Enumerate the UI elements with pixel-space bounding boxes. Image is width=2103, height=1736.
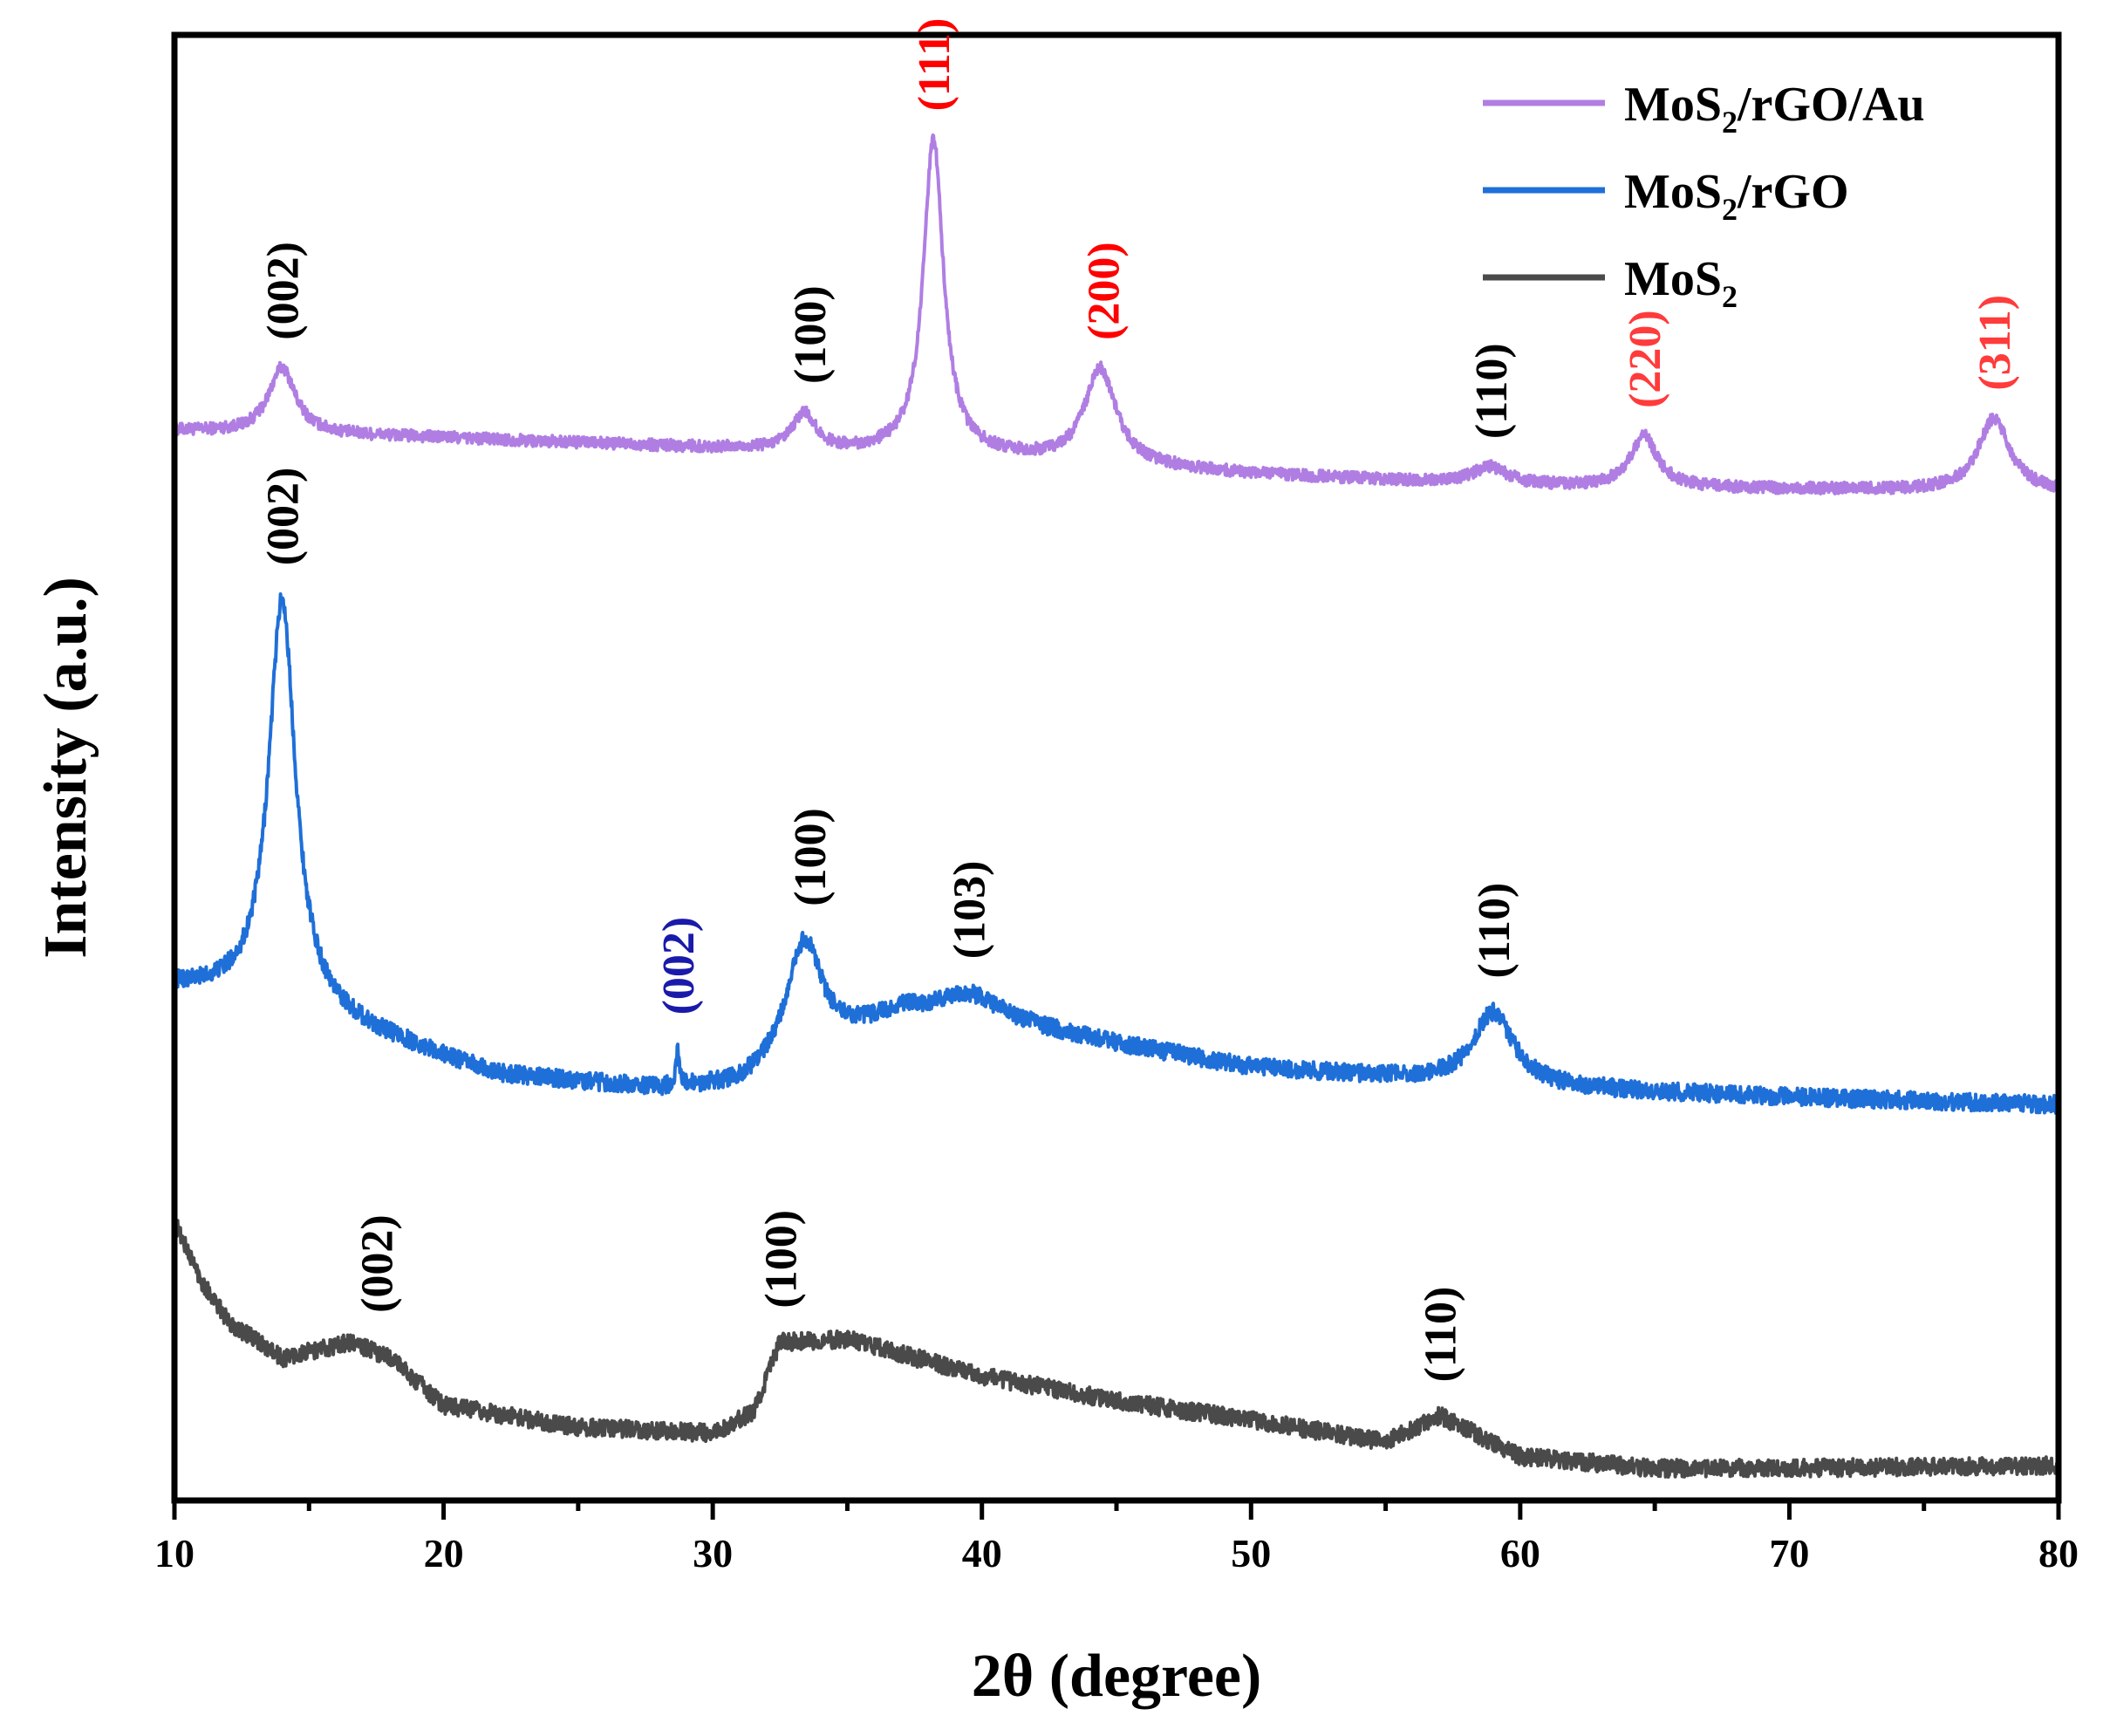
series-layer — [173, 133, 2060, 1479]
x-tick-label: 40 — [962, 1531, 1002, 1575]
series-line-2 — [173, 1216, 2060, 1479]
peak-label-6: (311) — [1970, 295, 2020, 391]
legend-label-1: MoS2/rGO — [1624, 165, 1849, 227]
peak-label-3: (200) — [1080, 242, 1130, 340]
x-tick-label: 50 — [1231, 1531, 1271, 1575]
peak-label-8: (002) — [654, 917, 704, 1015]
series-line-0 — [173, 133, 2060, 496]
y-axis-title: Intensity (a.u.) — [32, 577, 99, 959]
peak-label-7: (002) — [258, 468, 308, 566]
legend-label-0: MoS2/rGO/Au — [1624, 78, 1925, 140]
x-tick-label: 30 — [693, 1531, 733, 1575]
peak-label-10: (103) — [945, 861, 994, 960]
peak-label-2: (111) — [910, 17, 959, 111]
x-axis-title: 2θ (degree) — [972, 1643, 1262, 1710]
peak-label-13: (100) — [756, 1210, 806, 1309]
x-tick-label: 20 — [424, 1531, 464, 1575]
peak-label-0: (002) — [258, 242, 308, 340]
x-axis-ticks: 10 20 30 40 50 60 70 80 — [154, 1500, 2079, 1575]
peak-label-14: (110) — [1416, 1287, 1465, 1383]
peak-label-1: (100) — [786, 285, 836, 384]
legend: MoS2/rGO/Au MoS2/rGO MoS2 — [1483, 78, 1925, 314]
x-tick-label: 60 — [1500, 1531, 1540, 1575]
peak-label-5: (220) — [1621, 310, 1670, 408]
peak-label-9: (100) — [786, 808, 836, 906]
peak-label-12: (002) — [352, 1214, 402, 1313]
legend-label-2: MoS2 — [1624, 252, 1738, 314]
x-tick-label: 80 — [2038, 1531, 2079, 1575]
x-tick-label: 10 — [154, 1531, 195, 1575]
series-line-1 — [173, 592, 2060, 1115]
peak-label-4: (110) — [1467, 343, 1517, 439]
x-tick-label: 70 — [1769, 1531, 1809, 1575]
peak-annotations: (002) (100) (111) (200) (110) (220) (311) (002)… — [258, 17, 2019, 1382]
peak-label-11: (110) — [1470, 883, 1519, 979]
